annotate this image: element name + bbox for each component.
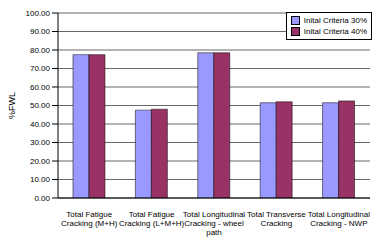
html-text:Inital Criteria 30%: Inital Criteria 30%	[303, 16, 367, 25]
svg-text:%FWL: %FWL	[8, 92, 17, 119]
svg-text:50.00: 50.00	[30, 101, 51, 110]
svg-text:40.00: 40.00	[30, 120, 51, 129]
svg-text:Total LongitudinalCracking - w: Total LongitudinalCracking - wheelpath	[183, 210, 245, 237]
svg-text:30.00: 30.00	[30, 138, 51, 147]
svg-text:Total TransverseCracking: Total TransverseCracking	[247, 210, 306, 228]
svg-text:60.00: 60.00	[30, 83, 51, 92]
html-text:Inital Criteria 40%: Inital Criteria 40%	[303, 27, 367, 36]
svg-text:100.00: 100.00	[26, 9, 51, 18]
svg-text:Total FatigueCracking (L+M+H): Total FatigueCracking (L+M+H)	[119, 210, 185, 228]
svg-text:80.00: 80.00	[30, 46, 51, 55]
svg-text:10.00: 10.00	[30, 175, 51, 184]
svg-text:70.00: 70.00	[30, 64, 51, 73]
svg-text:Total FatigueCracking (M+H): Total FatigueCracking (M+H)	[61, 210, 118, 228]
svg-text:0.00: 0.00	[34, 194, 50, 203]
svg-text:90.00: 90.00	[30, 27, 51, 36]
svg-text:Total LongitudinalCracking - N: Total LongitudinalCracking - NWP	[308, 210, 370, 228]
svg-text:20.00: 20.00	[30, 157, 51, 166]
